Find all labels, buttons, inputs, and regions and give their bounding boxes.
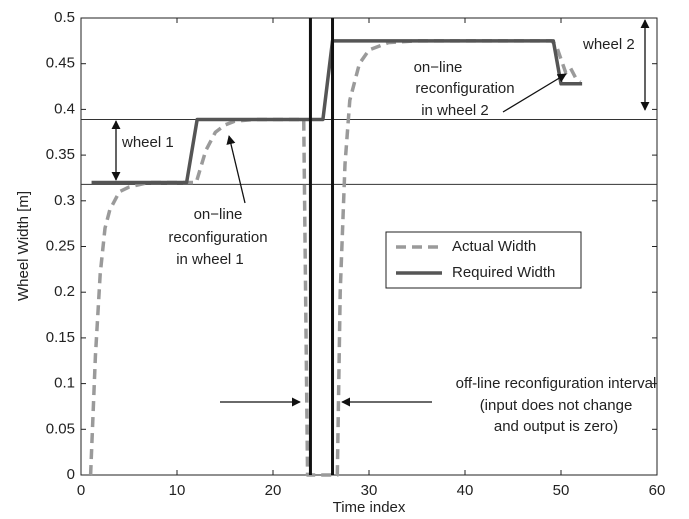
y-tick-label: 0.5 (54, 9, 75, 26)
legend-label: Required Width (452, 264, 555, 281)
x-tick-label: 10 (169, 482, 186, 499)
annotation: reconfiguration (415, 80, 514, 97)
x-tick-label: 20 (265, 482, 282, 499)
y-tick-label: 0.1 (54, 375, 75, 392)
annotation: on−line (194, 206, 243, 223)
y-tick-label: 0.3 (54, 192, 75, 209)
legend-label: Actual Width (452, 238, 536, 255)
x-tick-label: 50 (553, 482, 570, 499)
annotations: wheel 1 on−line reconfiguration in wheel… (111, 19, 657, 435)
annotation: in wheel 1 (176, 251, 244, 268)
annotation: reconfiguration (168, 229, 267, 246)
y-tick-label: 0.35 (46, 146, 75, 163)
annotation: on−line (414, 59, 463, 76)
annotation: and output is zero) (494, 418, 618, 435)
arrow (502, 73, 567, 113)
annotation: wheel 1 (121, 134, 174, 151)
series-line (91, 39, 583, 185)
y-tick-label: 0.15 (46, 329, 75, 346)
y-tick-label: 0.45 (46, 55, 75, 72)
x-axis-label: Time index (333, 499, 406, 516)
y-tick-label: 0.25 (46, 237, 75, 254)
y-tick-label: 0.05 (46, 420, 75, 437)
x-tick-label: 60 (649, 482, 666, 499)
legend: Actual Width Required Width (385, 231, 582, 289)
y-tick-label: 0 (67, 466, 75, 483)
y-axis-label: Wheel Width [m] (15, 191, 32, 301)
arrow (226, 135, 246, 204)
y-tick-label: 0.2 (54, 283, 75, 300)
x-tick-label: 40 (457, 482, 474, 499)
series-line (88, 39, 582, 477)
y-tick-label: 0.4 (54, 100, 75, 117)
annotation: (input does not change (480, 397, 633, 414)
annotation: off-line reconfiguration interval (456, 375, 657, 392)
x-tick-label: 30 (361, 482, 378, 499)
x-tick-label: 0 (77, 482, 85, 499)
legend-box (385, 231, 582, 289)
annotation: in wheel 2 (421, 102, 489, 119)
annotation: wheel 2 (582, 36, 635, 53)
